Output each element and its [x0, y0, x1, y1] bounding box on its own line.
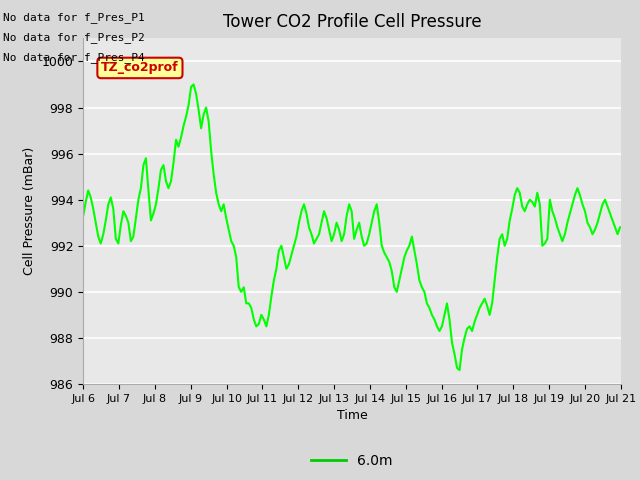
- Text: No data for f_Pres_P4: No data for f_Pres_P4: [3, 52, 145, 63]
- Title: Tower CO2 Profile Cell Pressure: Tower CO2 Profile Cell Pressure: [223, 13, 481, 31]
- X-axis label: Time: Time: [337, 409, 367, 422]
- Text: No data for f_Pres_P1: No data for f_Pres_P1: [3, 12, 145, 23]
- Legend: 6.0m: 6.0m: [306, 449, 398, 474]
- Y-axis label: Cell Pressure (mBar): Cell Pressure (mBar): [23, 147, 36, 276]
- Text: No data for f_Pres_P2: No data for f_Pres_P2: [3, 32, 145, 43]
- Text: TZ_co2prof: TZ_co2prof: [101, 61, 179, 74]
